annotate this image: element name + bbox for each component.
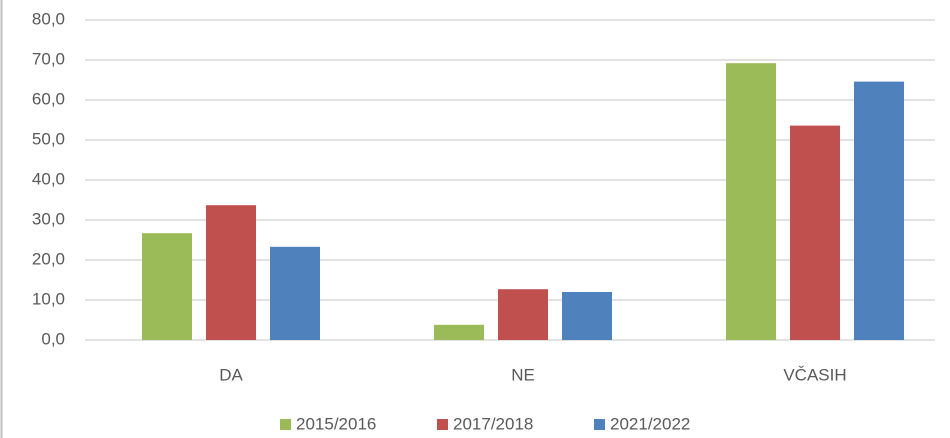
- legend-swatch: [280, 419, 291, 430]
- legend-label: 2021/2022: [610, 414, 690, 433]
- bar: [726, 63, 776, 340]
- x-tick-label: VČASIH: [783, 365, 846, 384]
- legend-label: 2015/2016: [296, 414, 376, 433]
- y-tick-label: 30,0: [32, 209, 65, 228]
- legend-swatch: [437, 419, 448, 430]
- bar: [206, 205, 256, 340]
- bar: [270, 246, 320, 340]
- y-tick-label: 40,0: [32, 169, 65, 188]
- y-tick-label: 50,0: [32, 129, 65, 148]
- bar: [498, 289, 548, 340]
- y-tick-label: 70,0: [32, 49, 65, 68]
- y-tick-label: 60,0: [32, 89, 65, 108]
- x-tick-label: NE: [511, 365, 535, 384]
- bar: [434, 324, 484, 340]
- bar: [854, 81, 904, 340]
- bar: [562, 292, 612, 340]
- y-tick-label: 10,0: [32, 289, 65, 308]
- bar: [790, 125, 840, 340]
- y-tick-label: 80,0: [32, 9, 65, 28]
- legend-label: 2017/2018: [453, 414, 533, 433]
- y-tick-label: 20,0: [32, 249, 65, 268]
- legend-swatch: [594, 419, 605, 430]
- bar: [142, 233, 192, 340]
- x-tick-label: DA: [219, 365, 243, 384]
- y-tick-label: 0,0: [41, 329, 65, 348]
